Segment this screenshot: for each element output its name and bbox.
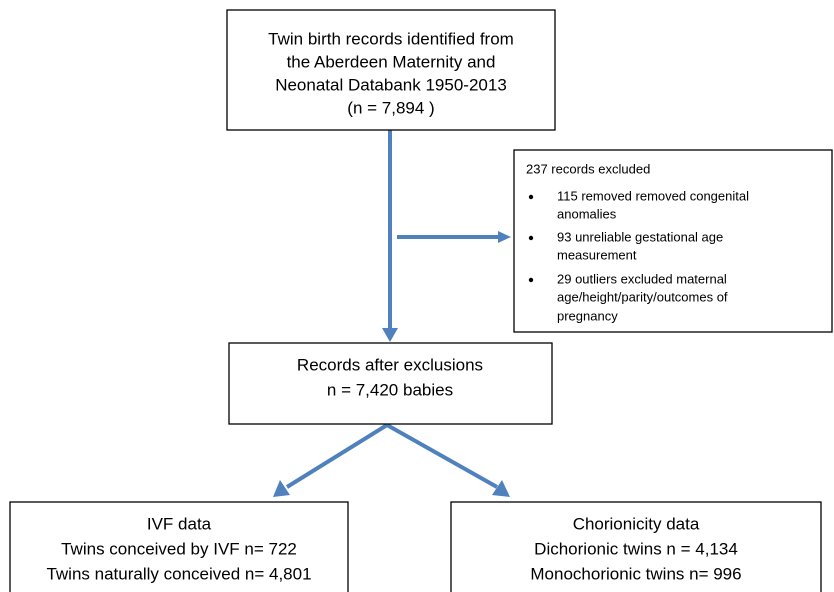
excluded-item: 115 removed removed congenital [557,188,749,203]
box-text: Twins conceived by IVF n= 722 [61,539,297,558]
excluded-item: anomalies [557,206,617,221]
excluded-item: 29 outliers excluded maternal [557,271,727,286]
ivf-box [9,501,349,592]
arrow-head [273,480,290,497]
box-text: Chorionicity data [573,514,700,533]
excluded-box [513,149,833,333]
bullet [528,277,534,283]
excluded-item: 93 unreliable gestational age [557,229,723,244]
bullet [528,235,534,241]
excluded-item: measurement [557,247,637,262]
box-text: Twin birth records identified from [268,29,514,48]
box-text: Neonatal Databank 1950-2013 [275,75,507,94]
excluded-title: 237 records excluded [526,161,650,176]
arrow-left-branch [285,423,389,489]
box-text: Records after exclusions [297,355,483,374]
bullet [528,194,534,200]
box-text: the Aberdeen Maternity and [287,52,496,71]
box-text: Monochorionic twins n= 996 [530,564,741,583]
connectors [273,130,511,497]
after-box [228,342,553,425]
box-text: Dichorionic twins n = 4,134 [534,539,738,558]
arrow-right-branch [386,423,498,489]
excluded-item: age/height/parity/outcomes of [557,289,728,304]
arrow-head [498,231,511,243]
box-text: Twins naturally conceived n= 4,801 [46,564,311,583]
chorionicity-box [450,501,822,592]
arrow-head [492,480,510,497]
source-box [226,9,556,131]
box-text: IVF data [147,514,212,533]
arrow-head [382,328,398,342]
excluded-item: pregnancy [557,308,618,323]
box-text: (n = 7,894 ) [347,98,434,117]
box-text: n = 7,420 babies [327,380,453,399]
